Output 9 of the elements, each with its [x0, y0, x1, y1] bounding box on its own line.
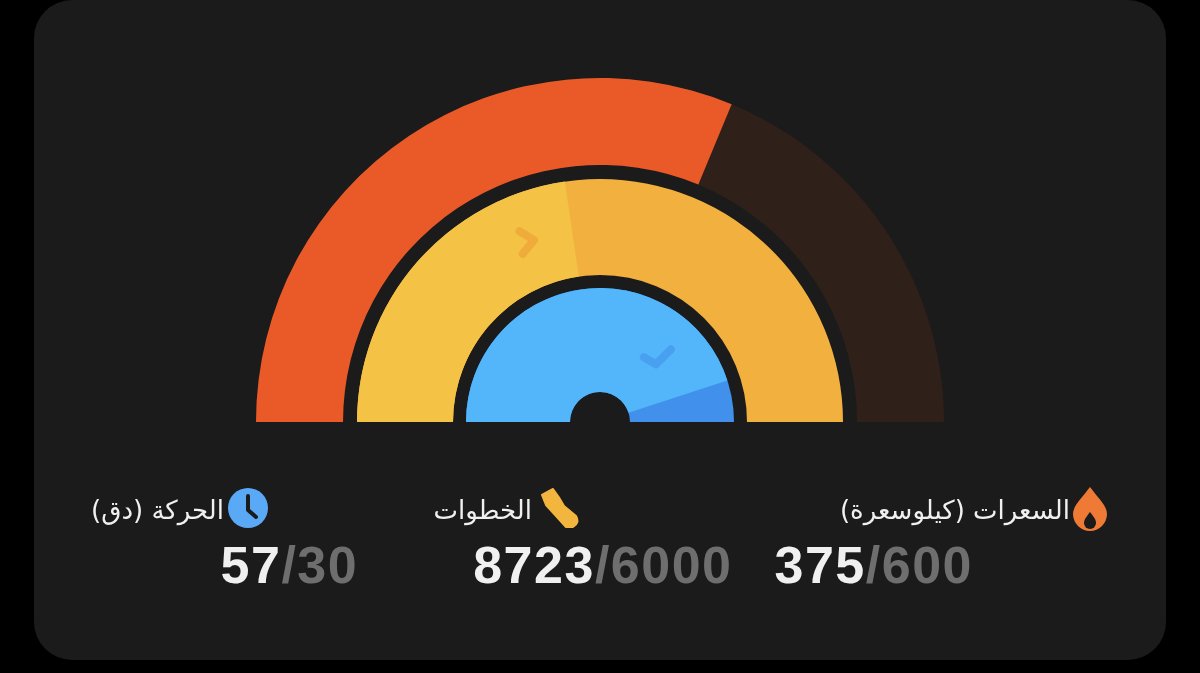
category-label: الحركة (دق) [91, 495, 224, 526]
data-label: /30 [281, 536, 359, 594]
data-label: 375 [774, 536, 866, 594]
data-label: 8723 [473, 536, 595, 594]
category-label: الخطوات [433, 495, 532, 526]
category-label: السعرات (كيلوسعرة) [839, 495, 1070, 526]
data-label: 57 [220, 536, 282, 594]
data-label: /600 [865, 536, 973, 594]
data-label: /6000 [594, 536, 733, 594]
